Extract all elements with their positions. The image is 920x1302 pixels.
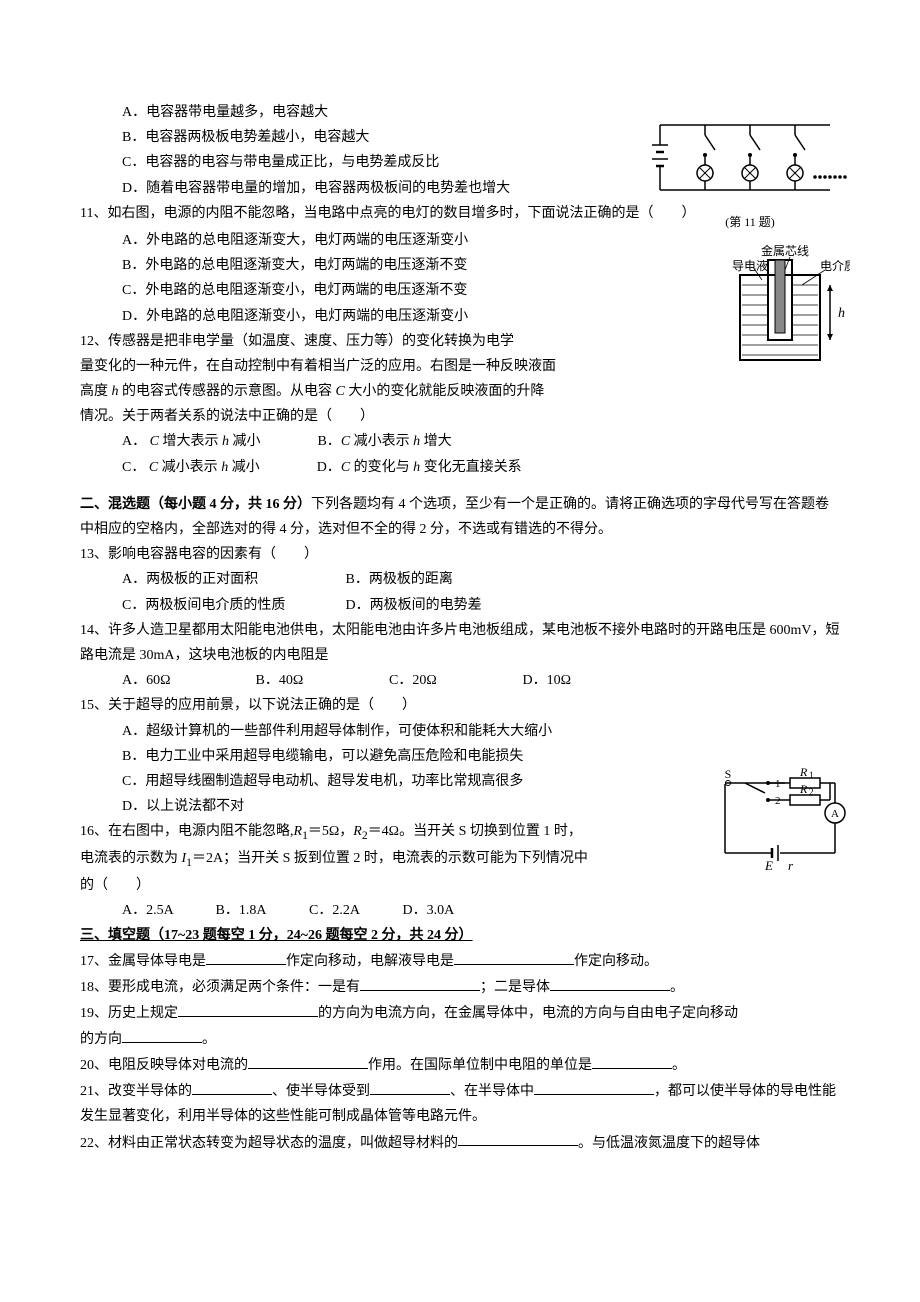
q13-stem: 13、影响电容器电容的因素有（ ） [80, 542, 840, 567]
figure-q11: (第 11 题) [650, 110, 850, 234]
section2-header: 二、混选题（每小题 4 分，共 16 分） [80, 497, 311, 512]
figure-q12: 金属芯线 导电液 电介质 h [720, 245, 850, 370]
q17: 17、金属导体导电是作定向移动，电解液导电是作定向移动。 [80, 948, 840, 974]
q12-optsCD: C． C 减小表示 h 减小 D．C 的变化与 h 变化无直接关系 [80, 455, 840, 480]
svg-text:电介质: 电介质 [820, 259, 850, 273]
q19b: 的方向。 [80, 1026, 840, 1052]
section3-header: 三、填空题（17~23 题每空 1 分，24~26 题每空 2 分，共 24 分… [80, 923, 840, 948]
figure-q11-label: (第 11 题) [650, 212, 850, 234]
svg-text:1: 1 [809, 770, 814, 780]
q14-opts: A．60Ω B．40Ω C．20Ω D．10Ω [80, 668, 840, 693]
q21: 21、改变半导体的、使半导体受到、在半导体中，都可以使半导体的导电性能发生显著变… [80, 1078, 840, 1129]
svg-text:r: r [788, 858, 794, 873]
svg-text:导电液: 导电液 [732, 258, 768, 273]
svg-text:金属芯线: 金属芯线 [761, 245, 809, 258]
q16-opts: A．2.5A B．1.8A C．2.2A D．3.0A [80, 898, 840, 923]
q18: 18、要形成电流，必须满足两个条件：一是有；二是导体。 [80, 974, 840, 1000]
svg-text:h: h [838, 306, 845, 321]
q12-stem4: 情况。关于两者关系的说法中正确的是（ ） [80, 404, 840, 429]
q14-stem: 14、许多人造卫星都用太阳能电池供电，太阳能电池由许多片电池板组成，某电池板不接… [80, 618, 840, 668]
q22: 22、材料由正常状态转变为超导状态的温度，叫做超导材料的。与低温液氮温度下的超导… [80, 1130, 840, 1156]
q13-optsAB: A．两极板的正对面积 B．两极板的距离 [80, 567, 840, 592]
q15-optB: B．电力工业中采用超导电缆输电，可以避免高压危险和电能损失 [80, 744, 840, 769]
figure-q16: S 1 2 R 1 R 2 A E r [710, 768, 850, 888]
svg-text:R: R [799, 782, 808, 796]
svg-text:R: R [799, 768, 808, 779]
q12-stem3: 高度 h 的电容式传感器的示意图。从电容 C 大小的变化就能反映液面的升降 [80, 379, 840, 404]
q12-optsAB: A． C 增大表示 h 减小 B．C 减小表示 h 增大 [80, 429, 840, 454]
svg-text:2: 2 [775, 795, 781, 807]
svg-text:S: S [725, 768, 732, 781]
svg-text:A: A [831, 808, 839, 820]
svg-text:2: 2 [809, 787, 814, 797]
q15-optA: A．超级计算机的一些部件利用超导体制作，可使体积和能耗大大缩小 [80, 719, 840, 744]
q13-optsCD: C．两极板间电介质的性质 D．两极板间的电势差 [80, 593, 840, 618]
q20: 20、电阻反映导体对电流的作用。在国际单位制中电阻的单位是。 [80, 1052, 840, 1078]
section2: 二、混选题（每小题 4 分，共 16 分）下列各题均有 4 个选项，至少有一个是… [80, 492, 840, 542]
q15-stem: 15、关于超导的应用前景，以下说法正确的是（ ） [80, 693, 840, 718]
q19: 19、历史上规定的方向为电流方向，在金属导体中，电流的方向与自由电子定向移动 [80, 1000, 840, 1026]
svg-text:E: E [764, 858, 773, 873]
svg-text:1: 1 [775, 778, 781, 790]
